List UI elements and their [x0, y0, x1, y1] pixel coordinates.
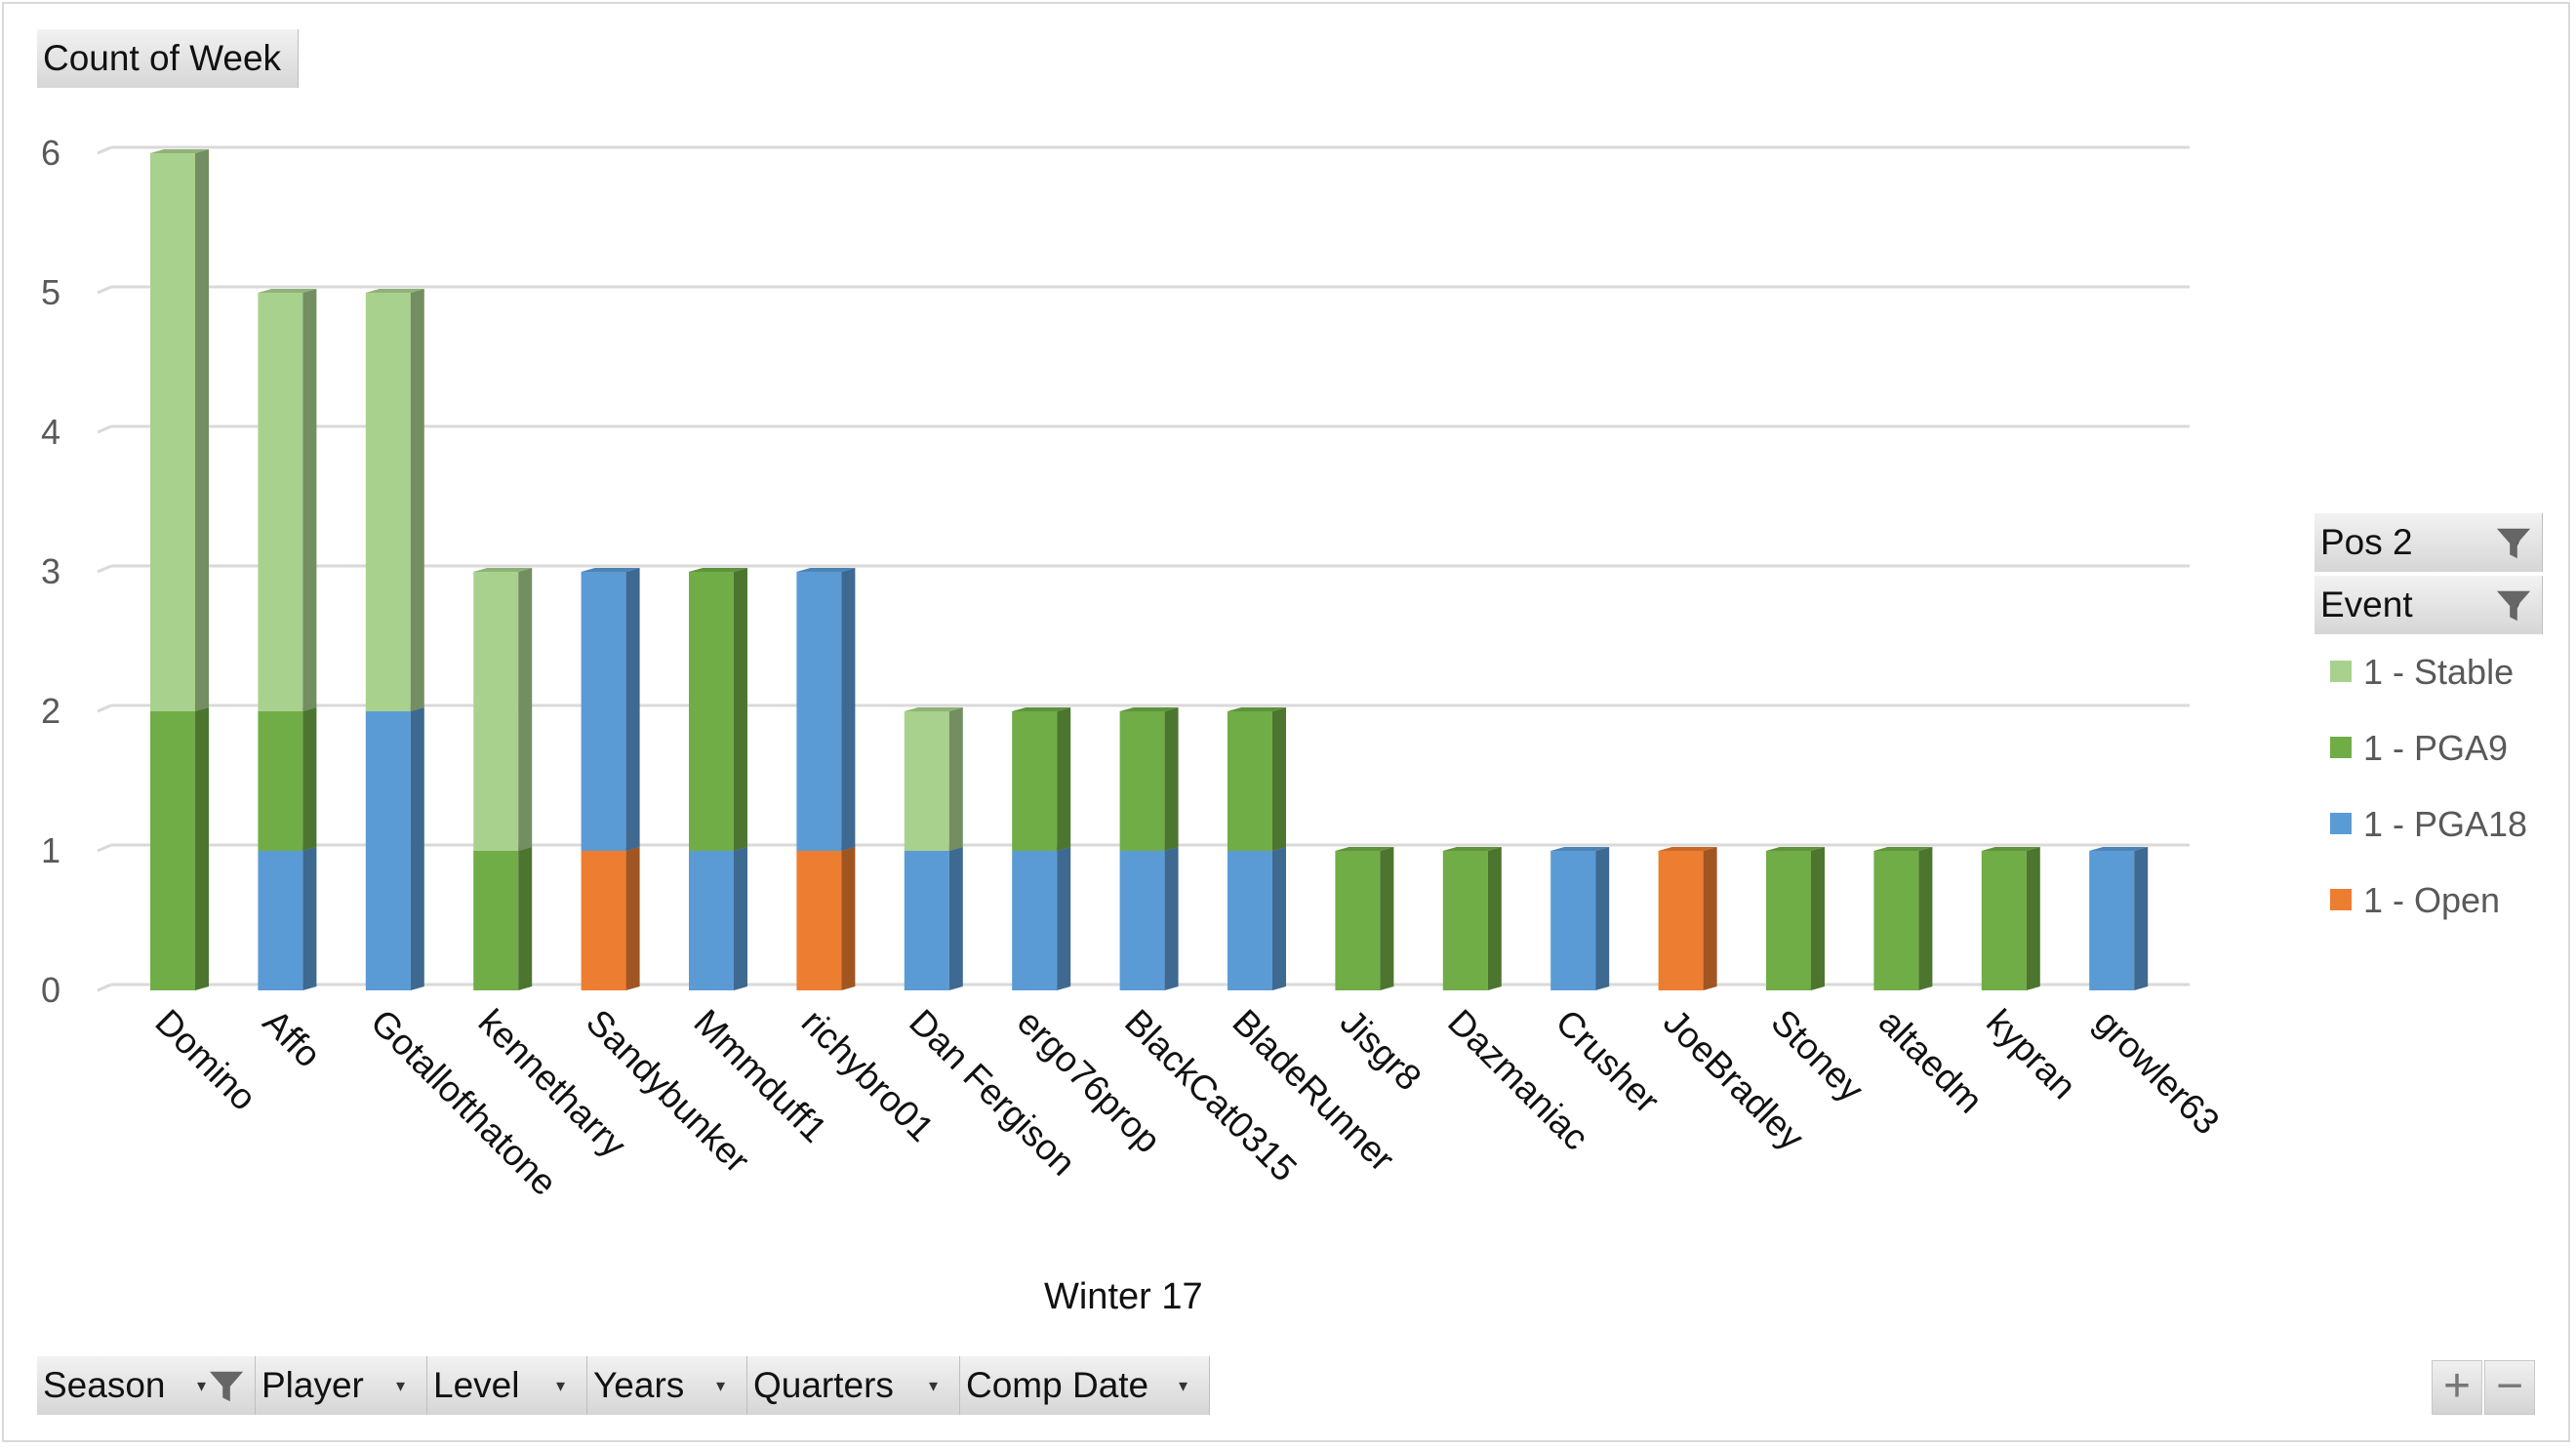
dropdown-arrow-icon: ▾ [395, 1376, 405, 1395]
field-label: Quarters [753, 1365, 894, 1405]
x-tick-label: growler63 [2087, 1002, 2228, 1143]
y-tick-label: 5 [41, 272, 60, 312]
filter-funnel-icon [209, 1371, 244, 1402]
legend-swatch [2330, 661, 2352, 683]
field-button-comp-date[interactable]: Comp Date ▾ [960, 1356, 1210, 1415]
legend-label: 1 - Stable [2363, 652, 2515, 692]
field-label: Level [433, 1365, 520, 1405]
gridline-edge [97, 564, 112, 574]
bar-segment[interactable] [258, 707, 317, 851]
y-tick-label: 2 [41, 691, 60, 731]
y-tick-label: 0 [41, 970, 60, 1010]
y-tick-label: 3 [41, 551, 60, 591]
legend-swatch [2330, 737, 2352, 759]
bar-segment[interactable] [1442, 847, 1502, 990]
bar-segment[interactable] [1873, 847, 1933, 990]
legend-label: 1 - PGA18 [2363, 804, 2528, 844]
field-button-years[interactable]: Years ▾ [587, 1356, 747, 1415]
bar-segment[interactable] [689, 568, 747, 851]
x-axis-title: Winter 17 [1044, 1276, 1203, 1317]
y-tick-label: 1 [41, 830, 60, 870]
bar-segment[interactable] [1012, 847, 1071, 990]
dropdown-arrow-icon: ▾ [928, 1376, 938, 1395]
legend-swatch [2330, 889, 2352, 911]
gridline-edge [97, 843, 112, 853]
zoom-out-button[interactable]: − [2484, 1360, 2535, 1415]
legend-label: 1 - PGA9 [2363, 728, 2509, 768]
bar-segment[interactable] [473, 847, 533, 990]
field-label: Years [593, 1365, 685, 1405]
dropdown-arrow-icon: ▾ [715, 1376, 725, 1395]
bar-segment[interactable] [150, 707, 209, 990]
field-button-level[interactable]: Level ▾ [427, 1356, 587, 1415]
legend-item-open[interactable]: 1 - Open [2330, 880, 2500, 921]
field-label: Season [43, 1365, 166, 1405]
filter-funnel-icon [2496, 590, 2531, 622]
dropdown-arrow-icon: ▾ [555, 1376, 565, 1395]
bar-segment[interactable] [1550, 847, 1610, 990]
bar-segment[interactable] [1981, 847, 2040, 990]
x-tick-label: kypran [1979, 1002, 2084, 1107]
bar-segment[interactable] [473, 568, 533, 851]
bar-segment[interactable] [2089, 847, 2149, 990]
field-button-player[interactable]: Player ▾ [256, 1356, 427, 1415]
y-tick-label: 4 [41, 412, 60, 452]
bar-segment[interactable] [365, 707, 424, 990]
legend-item-pga9[interactable]: 1 - PGA9 [2330, 728, 2508, 769]
bar-segment[interactable] [1335, 847, 1394, 990]
field-label: Comp Date [966, 1365, 1149, 1405]
x-tick-label: Gotallofthatone [363, 1002, 564, 1203]
bar-segment[interactable] [904, 707, 963, 851]
y-tick-label: 6 [41, 133, 60, 173]
value-field-label: Count of Week [43, 38, 282, 78]
legend-field-button-event[interactable]: Event ▾ [2314, 576, 2543, 634]
x-tick-label: Affo [256, 1002, 329, 1075]
legend-field-label: Event [2320, 584, 2413, 624]
field-label: Player [262, 1365, 364, 1405]
x-tick-label: altaedm [1872, 1002, 1991, 1121]
filter-funnel-icon [2496, 528, 2531, 559]
gridline-edge [97, 424, 112, 434]
legend-swatch [2330, 813, 2352, 835]
bar-segment[interactable] [1119, 707, 1179, 851]
bar-segment[interactable] [365, 289, 424, 711]
gridline-edge [97, 983, 112, 992]
legend-item-pga18[interactable]: 1 - PGA18 [2330, 804, 2527, 845]
bar-segment[interactable] [1119, 847, 1179, 990]
bar-segment[interactable] [904, 847, 963, 990]
dropdown-arrow-icon: ▾ [1178, 1376, 1187, 1395]
gridline-edge [97, 704, 112, 713]
bar-segment[interactable] [1228, 707, 1286, 851]
legend-label: 1 - Open [2363, 880, 2501, 920]
dropdown-arrow-icon: ▾ [196, 1376, 206, 1395]
value-field-button[interactable]: Count of Week [37, 29, 299, 88]
gridline-edge [97, 285, 112, 295]
zoom-in-button[interactable]: + [2432, 1360, 2482, 1415]
bar-segment[interactable] [581, 568, 640, 851]
x-tick-label: Domino [147, 1002, 263, 1118]
legend-field-label: Pos 2 [2320, 522, 2413, 562]
x-tick-label: Jisgr8 [1333, 1002, 1429, 1099]
bar-segment[interactable] [1766, 847, 1825, 990]
legend-item-stable[interactable]: 1 - Stable [2330, 652, 2514, 693]
bar-segment[interactable] [258, 289, 317, 711]
bar-segment[interactable] [1228, 847, 1286, 990]
bar-segment[interactable] [689, 847, 747, 990]
gridline-edge [97, 145, 112, 155]
bar-segment[interactable] [150, 149, 209, 711]
bar-segment[interactable] [1012, 707, 1071, 851]
bar-segment[interactable] [258, 847, 317, 990]
field-button-quarters[interactable]: Quarters ▾ [747, 1356, 960, 1415]
field-button-season[interactable]: Season ▾ [37, 1356, 256, 1415]
bar-segment[interactable] [581, 847, 640, 990]
legend-field-button-pos2[interactable]: Pos 2 ▾ [2314, 513, 2543, 572]
bar-segment[interactable] [796, 568, 856, 851]
x-tick-label: Stoney [1763, 1002, 1872, 1110]
bar-segment[interactable] [1658, 847, 1717, 990]
bar-segment[interactable] [796, 847, 856, 990]
